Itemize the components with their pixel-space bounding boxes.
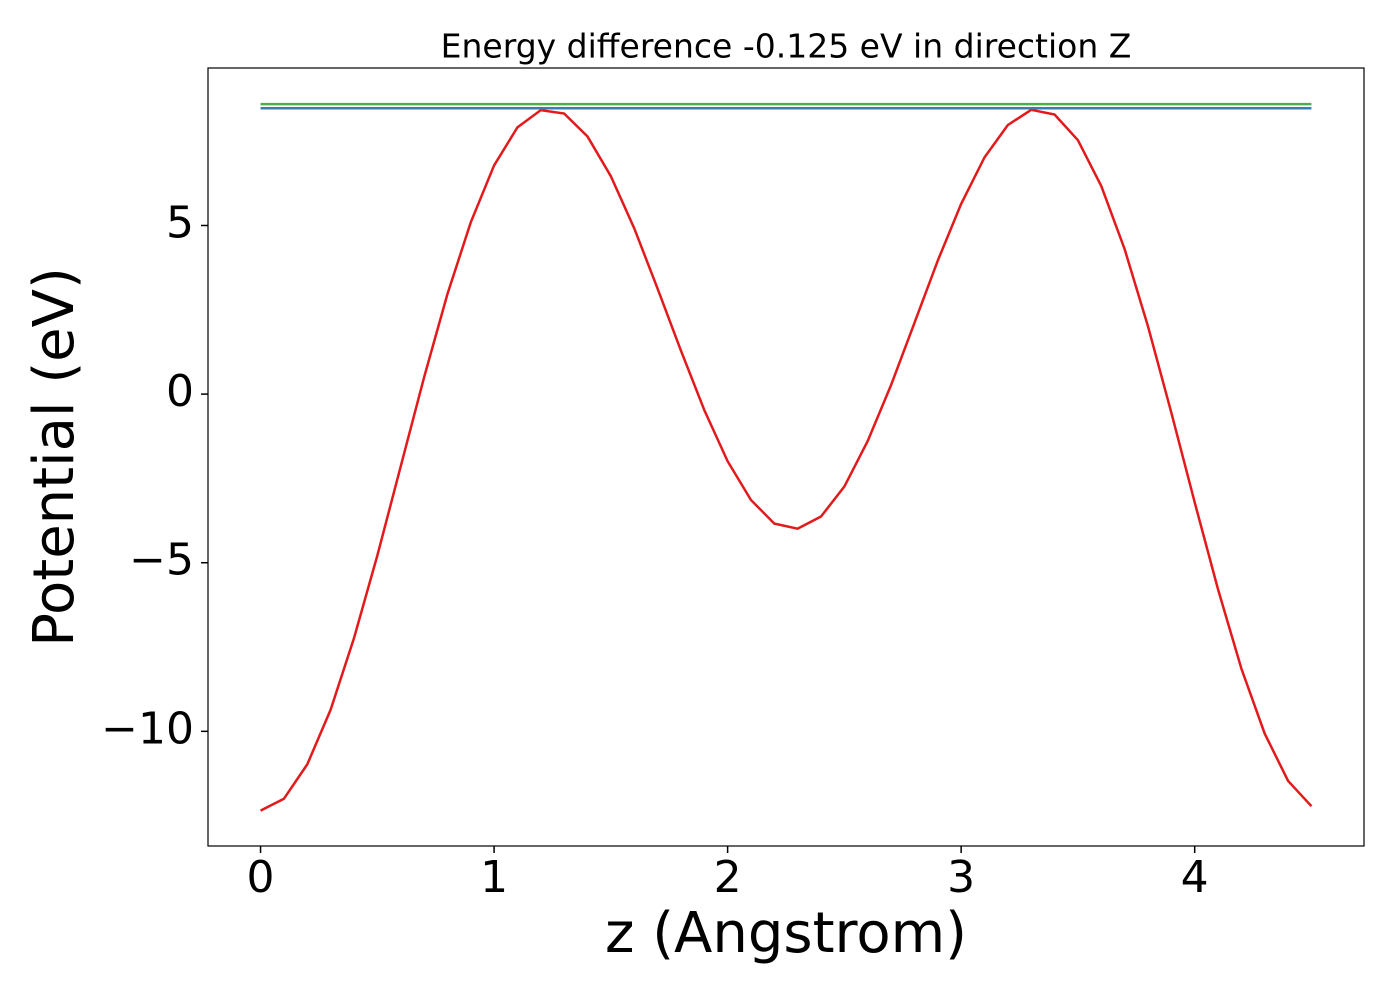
y-tick-label: −10 [101, 703, 194, 754]
x-tick-label: 3 [947, 852, 975, 903]
x-tick-label: 1 [480, 852, 508, 903]
line-series [259, 108, 1313, 812]
y-tick-label: 5 [166, 197, 194, 248]
plot-frame [207, 67, 1365, 847]
chart-title: Energy difference -0.125 eV in direction… [441, 27, 1132, 66]
y-tick-label: 0 [166, 366, 194, 417]
x-tick-label: 2 [714, 852, 742, 903]
x-tick-label: 0 [247, 852, 275, 903]
x-tick-label: 4 [1181, 852, 1209, 903]
y-tick-label: −5 [129, 535, 194, 586]
x-axis-label: z (Angstrom) [605, 901, 967, 966]
y-axis-label: Potential (eV) [22, 267, 87, 647]
